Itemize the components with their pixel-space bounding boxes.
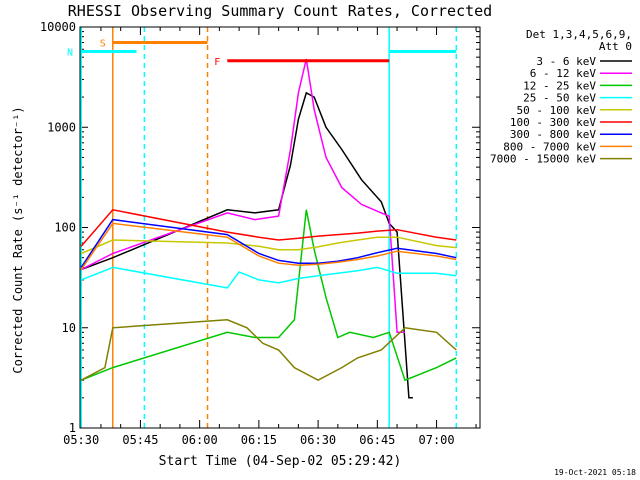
series-line bbox=[80, 58, 405, 334]
series-line bbox=[80, 91, 413, 399]
flag-label: F bbox=[214, 57, 220, 68]
series-line bbox=[80, 222, 457, 271]
series-line bbox=[80, 209, 457, 382]
plot-frame bbox=[79, 26, 481, 429]
x-tick-label: 06:00 bbox=[182, 433, 218, 447]
chart-title: RHESSI Observing Summary Count Rates, Co… bbox=[68, 2, 492, 20]
y-tick-labels: 1 10 100 1000 10000 bbox=[40, 20, 76, 435]
legend-header-line-2: Att 0 bbox=[599, 40, 632, 53]
x-tick-label: 05:45 bbox=[122, 433, 158, 447]
legend-label: 12 - 25 keV bbox=[523, 79, 596, 92]
series-line bbox=[80, 208, 457, 247]
legend-label: 800 - 7000 keV bbox=[503, 140, 596, 153]
series-line bbox=[80, 218, 457, 268]
axis-ticks bbox=[80, 26, 480, 429]
x-tick-label: 05:30 bbox=[63, 433, 99, 447]
x-tick-label: 07:00 bbox=[419, 433, 455, 447]
flag-label: N bbox=[67, 47, 73, 58]
y-tick-label: 1 bbox=[69, 421, 76, 435]
legend-label: 3 - 6 keV bbox=[536, 55, 596, 68]
footer-timestamp: 19-Oct-2021 05:18 bbox=[554, 468, 636, 477]
legend-label: 25 - 50 keV bbox=[523, 92, 596, 105]
x-tick-labels: 05:30 05:45 06:00 06:15 06:30 06:45 07:00 bbox=[63, 433, 455, 447]
y-axis-label: Corrected Count Rate (s⁻¹ detector⁻¹) bbox=[11, 106, 25, 373]
legend-label: 50 - 100 keV bbox=[517, 104, 597, 117]
legend-label: 100 - 300 keV bbox=[510, 116, 596, 129]
x-tick-label: 06:45 bbox=[359, 433, 395, 447]
y-tick-label: 1000 bbox=[47, 120, 76, 134]
legend-label: 7000 - 15000 keV bbox=[490, 153, 596, 166]
vertical-markers bbox=[80, 27, 458, 428]
series-line bbox=[80, 266, 457, 289]
legend-label: 6 - 12 keV bbox=[530, 67, 597, 80]
legend-header-line-1: Det 1,3,4,5,6,9, bbox=[526, 28, 632, 41]
flag-bars: S N F bbox=[67, 39, 457, 68]
y-tick-label: 10 bbox=[62, 321, 76, 335]
legend-label: 300 - 800 keV bbox=[510, 128, 596, 141]
x-tick-label: 06:15 bbox=[241, 433, 277, 447]
series-layer bbox=[80, 58, 457, 399]
x-axis-label: Start Time (04-Sep-02 05:29:42) bbox=[159, 454, 402, 469]
series-line bbox=[80, 319, 457, 382]
series-line bbox=[80, 236, 457, 255]
y-tick-label: 10000 bbox=[40, 20, 76, 34]
y-tick-label: 100 bbox=[54, 221, 76, 235]
x-tick-label: 06:30 bbox=[300, 433, 336, 447]
flag-label: S bbox=[100, 39, 106, 50]
